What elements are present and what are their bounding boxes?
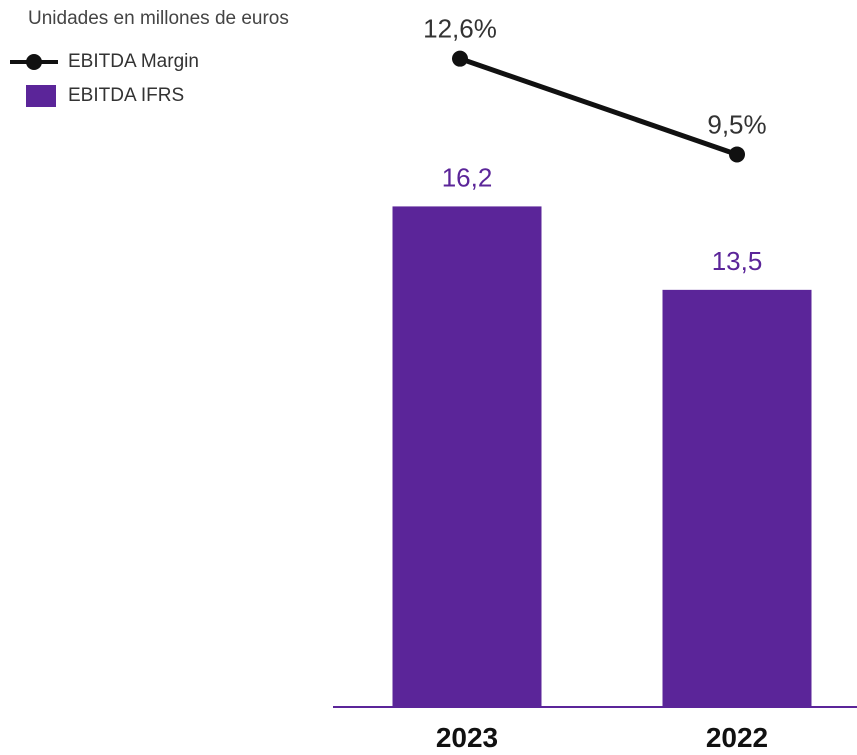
category-label: 2022	[706, 722, 768, 753]
legend: EBITDA Margin EBITDA IFRS	[10, 45, 199, 113]
margin-point	[452, 50, 468, 67]
margin-value-label: 12,6%	[423, 14, 497, 44]
bar-2022	[662, 289, 812, 707]
bar-value-label: 16,2	[442, 162, 493, 192]
legend-item-ebitda-ifrs: EBITDA IFRS	[10, 79, 199, 113]
unit-note: Unidades en millones de euros	[28, 8, 289, 29]
margin-point	[729, 146, 745, 163]
bar-swatch-icon	[26, 85, 56, 107]
category-label: 2023	[436, 722, 498, 753]
legend-label: EBITDA Margin	[68, 51, 199, 72]
line-marker-icon	[10, 52, 58, 72]
legend-item-ebitda-margin: EBITDA Margin	[10, 45, 199, 79]
margin-value-label: 9,5%	[707, 109, 766, 139]
bar-value-label: 13,5	[712, 246, 763, 276]
margin-line	[459, 56, 738, 157]
bar-2023	[392, 206, 542, 708]
legend-label: EBITDA IFRS	[68, 85, 185, 106]
